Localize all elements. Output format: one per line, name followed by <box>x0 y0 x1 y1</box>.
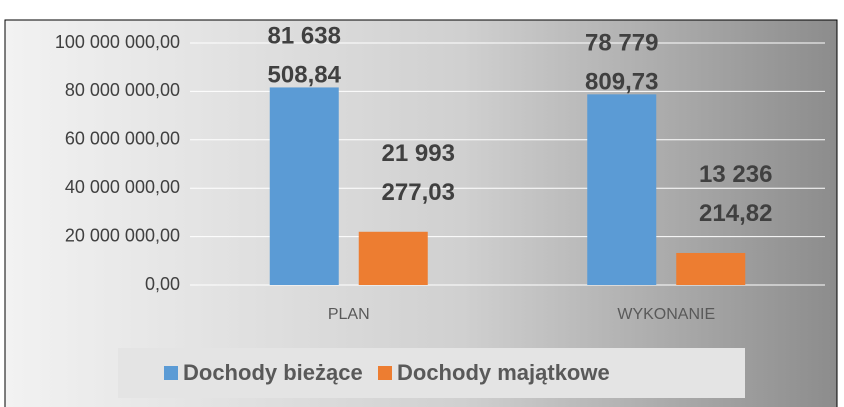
y-tick-label: 100 000 000,00 <box>55 32 180 52</box>
data-label-line: 277,03 <box>382 179 455 206</box>
x-tick-label: PLAN <box>328 306 370 323</box>
legend-swatch <box>164 366 178 380</box>
legend-box <box>118 348 745 398</box>
data-label: 13 236 214,82 <box>699 161 772 227</box>
data-label: 21 993 277,03 <box>382 140 455 206</box>
data-label-line: 78 779 <box>585 30 658 57</box>
legend-label: Dochody bieżące <box>183 360 363 385</box>
y-tick-label: 60 000 000,00 <box>65 129 180 149</box>
y-tick-label: 80 000 000,00 <box>65 80 180 100</box>
legend-label: Dochody majątkowe <box>397 360 610 385</box>
data-label-line: 13 236 <box>699 161 772 188</box>
legend-swatch <box>378 366 392 380</box>
y-tick-label: 20 000 000,00 <box>65 225 180 245</box>
y-tick-label: 0,00 <box>145 274 180 294</box>
data-label: 78 779 809,73 <box>585 30 658 96</box>
data-label: 81 638 508,84 <box>268 23 342 89</box>
x-tick-label: WYKONANIE <box>617 306 715 323</box>
data-label-line: 809,73 <box>585 69 658 96</box>
data-label-line: 21 993 <box>382 140 455 167</box>
y-tick-label: 40 000 000,00 <box>65 177 180 197</box>
bar <box>358 231 428 285</box>
bar <box>269 87 339 285</box>
data-label-line: 81 638 <box>268 23 341 50</box>
bar <box>676 252 746 285</box>
data-label-line: 214,82 <box>699 200 772 227</box>
chart-frame <box>4 19 838 407</box>
bar <box>587 94 657 285</box>
data-label-line: 508,84 <box>268 62 342 89</box>
